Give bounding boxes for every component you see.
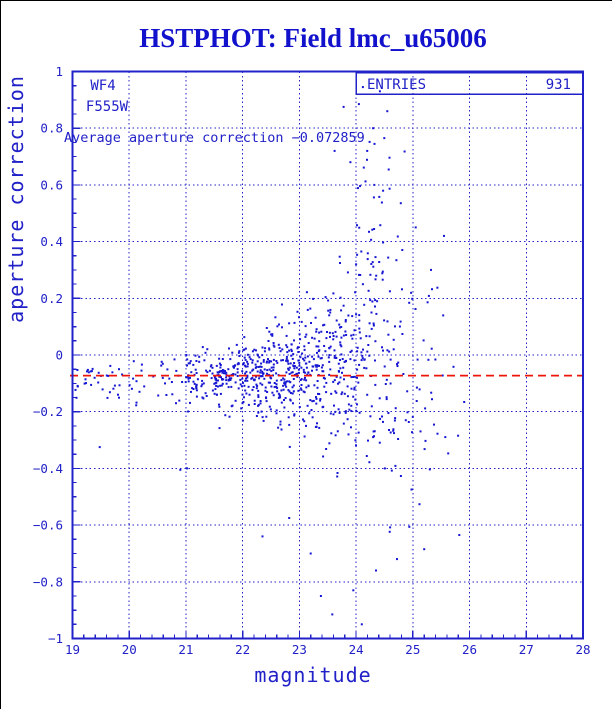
svg-text:−0.4: −0.4 — [33, 461, 63, 476]
svg-text:0.4: 0.4 — [40, 234, 63, 249]
average-correction-annotation: Average aperture correction −0.072859 — [64, 130, 365, 146]
svg-text:25: 25 — [405, 642, 420, 657]
svg-text:28: 28 — [575, 642, 590, 657]
svg-text:−0.2: −0.2 — [33, 404, 63, 419]
svg-text:0: 0 — [55, 348, 63, 363]
page-title: HSTPHOT: Field lmc_u65006 — [139, 23, 487, 53]
svg-text:−0.6: −0.6 — [33, 518, 63, 533]
svg-text:0.8: 0.8 — [40, 121, 63, 136]
y-tick-labels: 1 0.8 0.6 0.4 0.2 0 −0.2 −0.4 −0.6 −0.8 −1 — [33, 64, 63, 646]
svg-text:22: 22 — [235, 642, 250, 657]
svg-text:21: 21 — [178, 642, 193, 657]
y-axis-title: aperture correction — [4, 75, 28, 323]
gridlines — [72, 71, 583, 639]
svg-text:−0.8: −0.8 — [33, 574, 63, 589]
svg-text:23: 23 — [292, 642, 307, 657]
detector-label: WF4 — [90, 78, 115, 94]
x-tick-labels: 19 20 21 22 23 24 25 26 27 28 — [65, 642, 591, 657]
svg-text:0.2: 0.2 — [40, 291, 63, 306]
filter-label: F555W — [86, 99, 129, 115]
svg-text:27: 27 — [519, 642, 534, 657]
svg-text:−1: −1 — [48, 631, 63, 646]
svg-text:19: 19 — [65, 642, 80, 657]
plot-frame — [71, 70, 584, 640]
svg-text:26: 26 — [462, 642, 477, 657]
entries-label: ENTRIES — [367, 77, 426, 93]
svg-text:1: 1 — [55, 64, 63, 79]
svg-text:24: 24 — [349, 642, 364, 657]
axis-ticks — [71, 70, 584, 640]
svg-text:0.6: 0.6 — [40, 177, 63, 192]
x-axis-title: magnitude — [254, 663, 371, 687]
entries-value: 931 — [546, 77, 571, 93]
svg-text:20: 20 — [122, 642, 137, 657]
scatter-points — [74, 86, 466, 626]
entries-stats-box — [355, 72, 584, 96]
